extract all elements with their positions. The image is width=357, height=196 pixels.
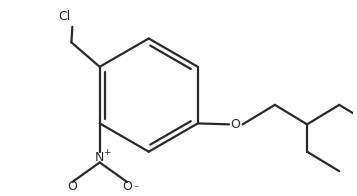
Text: O: O xyxy=(122,180,132,193)
Text: O: O xyxy=(230,118,240,131)
Text: Cl: Cl xyxy=(59,10,71,23)
Text: O: O xyxy=(67,180,77,193)
Text: +: + xyxy=(103,148,110,157)
Text: ⁻: ⁻ xyxy=(133,184,139,194)
Text: N: N xyxy=(95,151,104,164)
